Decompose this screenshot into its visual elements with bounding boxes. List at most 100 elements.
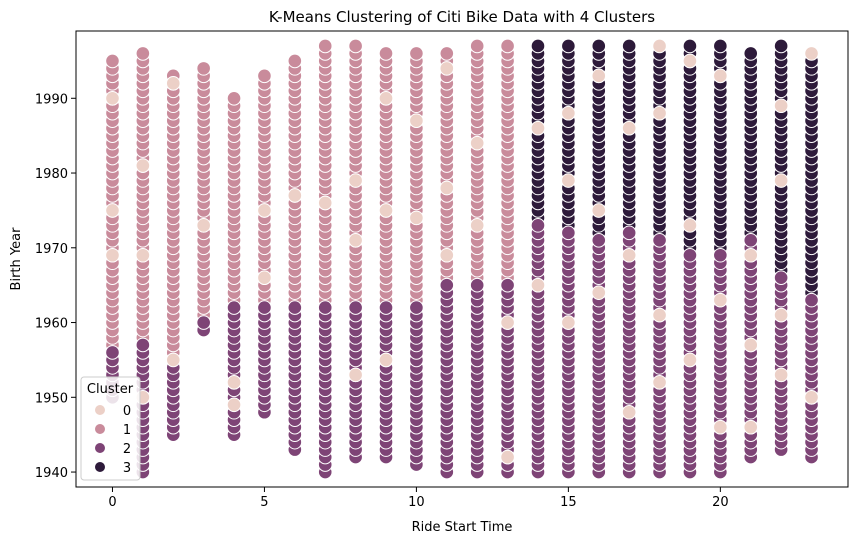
data-point-cluster-0 [773, 307, 789, 323]
data-point-cluster-3 [621, 38, 637, 54]
data-point-cluster-2 [317, 300, 333, 315]
data-point-cluster-0 [409, 113, 424, 129]
data-point-cluster-3 [713, 38, 728, 54]
x-tick-label: 15 [560, 495, 577, 510]
data-point-cluster-0 [135, 158, 151, 173]
data-point-cluster-0 [439, 247, 455, 263]
data-point-cluster-2 [196, 315, 211, 330]
data-point-cluster-0 [469, 218, 485, 233]
data-point-cluster-2 [530, 218, 546, 233]
data-point-cluster-3 [773, 38, 789, 54]
legend-marker-1 [94, 423, 106, 435]
data-point-cluster-0 [652, 307, 667, 323]
data-point-cluster-0 [743, 337, 759, 353]
data-point-cluster-2 [439, 277, 455, 293]
data-point-cluster-0 [348, 367, 363, 383]
data-point-cluster-0 [682, 53, 698, 69]
data-point-cluster-0 [682, 352, 698, 368]
data-point-cluster-3 [743, 46, 759, 61]
data-point-cluster-0 [378, 90, 394, 106]
data-point-cluster-0 [591, 203, 607, 218]
x-tick-label: 20 [712, 495, 729, 510]
y-tick-label: 1990 [35, 92, 68, 107]
data-point-cluster-1 [257, 68, 272, 84]
data-point-cluster-0 [409, 210, 424, 226]
data-point-cluster-0 [652, 375, 667, 390]
data-point-cluster-0 [165, 352, 181, 368]
data-point-cluster-0 [561, 173, 576, 188]
data-point-cluster-1 [226, 90, 242, 106]
data-point-cluster-1 [196, 61, 211, 76]
legend-label-2: 2 [123, 442, 131, 457]
data-point-cluster-3 [591, 38, 607, 54]
data-point-cluster-0 [621, 404, 637, 420]
data-point-cluster-3 [530, 38, 546, 54]
data-point-cluster-0 [226, 375, 242, 390]
data-point-cluster-0 [652, 105, 667, 121]
data-point-cluster-0 [561, 315, 576, 330]
data-point-cluster-0 [348, 233, 363, 248]
data-point-cluster-0 [621, 247, 637, 263]
data-point-cluster-0 [652, 38, 667, 54]
x-tick-label: 10 [408, 495, 425, 510]
legend-marker-0 [94, 404, 106, 416]
data-point-cluster-0 [591, 68, 607, 84]
x-axis-label: Ride Start Time [412, 520, 513, 535]
data-point-cluster-1 [105, 53, 120, 69]
data-point-cluster-0 [317, 195, 333, 211]
y-axis: 1940 1950 1960 1970 1980 1990 [35, 92, 76, 481]
data-point-cluster-1 [317, 38, 333, 54]
legend-title: Cluster [87, 382, 134, 397]
data-point-cluster-0 [348, 173, 363, 188]
data-point-cluster-0 [591, 285, 607, 300]
legend-label-3: 3 [123, 461, 131, 476]
data-point-cluster-1 [409, 46, 424, 61]
data-point-cluster-2 [743, 233, 759, 248]
y-tick-label: 1950 [35, 391, 68, 406]
data-point-cluster-0 [773, 367, 789, 383]
y-axis-label: Birth Year [9, 227, 24, 291]
data-point-cluster-1 [500, 38, 515, 54]
data-point-cluster-0 [378, 352, 394, 368]
data-point-cluster-0 [743, 419, 759, 435]
data-point-cluster-0 [135, 247, 151, 263]
data-point-cluster-0 [804, 46, 819, 61]
data-point-cluster-2 [348, 300, 363, 315]
legend-marker-3 [94, 461, 106, 473]
data-point-cluster-2 [409, 300, 424, 315]
data-point-cluster-2 [287, 300, 303, 315]
data-point-cluster-1 [378, 46, 394, 61]
data-point-cluster-0 [530, 120, 546, 136]
data-point-cluster-0 [196, 218, 211, 233]
data-point-cluster-2 [804, 292, 819, 308]
data-point-cluster-0 [105, 90, 120, 106]
data-point-cluster-0 [713, 68, 728, 84]
data-point-cluster-2 [226, 300, 242, 315]
data-point-cluster-1 [287, 53, 303, 69]
x-axis: 0 5 10 15 20 [108, 487, 729, 510]
data-point-cluster-0 [226, 397, 242, 413]
y-tick-label: 1940 [35, 466, 68, 481]
data-point-cluster-3 [682, 38, 698, 54]
data-point-cluster-2 [713, 247, 728, 263]
data-point-cluster-0 [530, 277, 546, 293]
data-point-cluster-0 [804, 389, 819, 405]
data-point-cluster-1 [469, 38, 485, 54]
data-point-cluster-0 [713, 292, 728, 308]
data-point-cluster-0 [773, 98, 789, 114]
data-point-cluster-0 [105, 203, 120, 218]
data-point-cluster-0 [743, 247, 759, 263]
data-point-cluster-0 [257, 270, 272, 285]
data-point-cluster-0 [621, 120, 637, 136]
data-point-cluster-0 [469, 135, 485, 151]
data-point-cluster-2 [682, 247, 698, 263]
data-point-cluster-0 [257, 203, 272, 218]
legend: Cluster 0 1 2 3 [80, 376, 141, 481]
data-point-cluster-2 [621, 225, 637, 241]
data-point-cluster-1 [135, 46, 151, 61]
data-point-cluster-0 [773, 173, 789, 188]
data-point-cluster-2 [500, 277, 515, 293]
data-point-cluster-1 [348, 38, 363, 54]
data-points [105, 38, 819, 480]
data-point-cluster-2 [257, 300, 272, 315]
